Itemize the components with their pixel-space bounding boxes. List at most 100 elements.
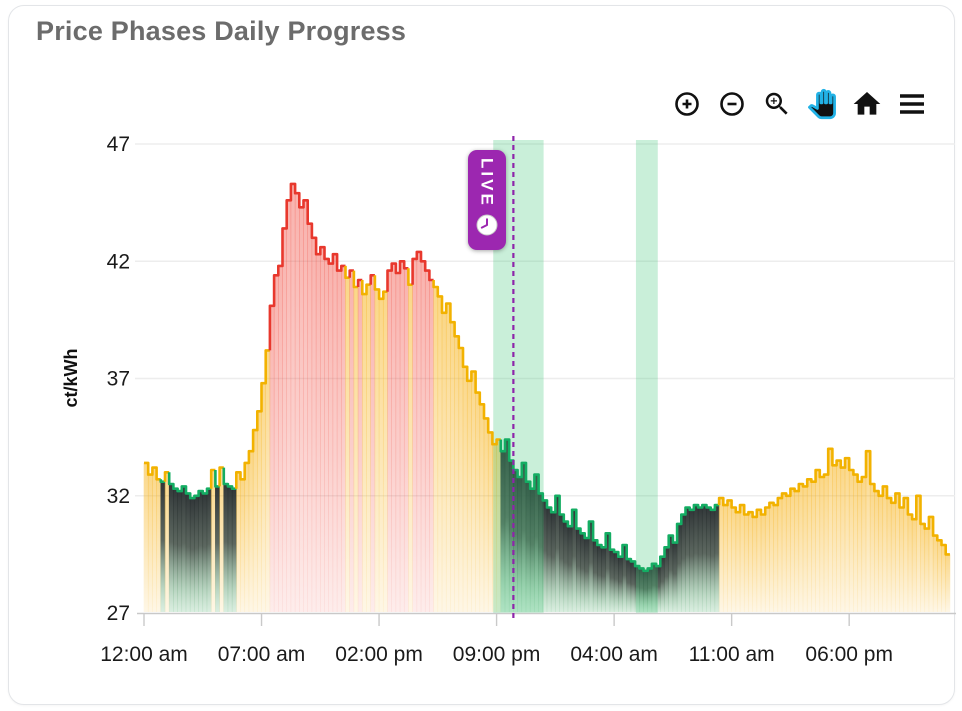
pan-button[interactable] — [804, 86, 840, 122]
y-tick-label: 32 — [107, 485, 130, 508]
x-tick-label: 12:00 am — [100, 643, 188, 666]
price-fill-column — [273, 275, 279, 612]
price-fill-column — [895, 493, 900, 612]
price-fill-column — [307, 223, 313, 613]
price-fill-column — [706, 507, 711, 612]
live-label: LIVE — [477, 158, 497, 208]
x-tick-label: 11:00 am — [689, 643, 775, 666]
price-fill-column — [299, 207, 304, 612]
price-fill-column — [416, 251, 422, 612]
price-fill-column — [219, 467, 225, 612]
chart-canvas[interactable]: 12:00 am 07:00 am 02:00 pm 09:00 pm 04:00 am… — [9, 6, 962, 711]
price-fill-column — [689, 509, 695, 612]
price-fill-column — [168, 484, 174, 612]
price-fill-column — [937, 540, 942, 612]
price-fill-column — [672, 542, 678, 612]
price-fill-column — [160, 481, 166, 612]
price-fill-column — [718, 498, 724, 612]
price-fill-column — [227, 486, 233, 612]
price-fill-column — [777, 498, 783, 612]
price-fill-column — [811, 481, 816, 612]
zoom-in-icon — [675, 92, 699, 116]
price-fill-column — [294, 193, 300, 612]
price-fill-column — [223, 484, 229, 612]
price-fill-column — [403, 268, 409, 612]
page-title: Price Phases Daily Progress — [36, 16, 407, 46]
price-fill-column — [878, 495, 884, 612]
y-tick-label: 47 — [107, 133, 130, 156]
price-fill-column — [756, 509, 762, 612]
price-fill-column — [194, 495, 199, 612]
price-fill-column — [517, 476, 523, 612]
price-fill-column — [366, 284, 371, 612]
low-price-line — [214, 470, 220, 488]
price-chart[interactable]: 12:00 am 07:00 am 02:00 pm 09:00 pm 04:00 am… — [9, 6, 962, 711]
price-fill-column — [450, 322, 455, 612]
low-price-line — [222, 467, 237, 490]
y-tick-label: 27 — [107, 602, 130, 625]
price-fill-column — [597, 544, 602, 612]
price-fill-column — [429, 280, 434, 612]
price-fill-column — [215, 486, 220, 612]
high-price-line — [356, 278, 363, 287]
price-fill-column — [479, 404, 485, 612]
price-fill-column — [492, 444, 497, 612]
home-button[interactable] — [849, 86, 885, 122]
normal-price-line — [432, 280, 501, 446]
price-fill-column — [340, 265, 346, 612]
price-fill-column — [257, 411, 262, 612]
price-fill-column — [865, 451, 871, 612]
clock-icon — [476, 214, 498, 236]
zoom-out-icon — [720, 92, 744, 116]
hand-icon — [808, 88, 836, 120]
price-fill-column — [651, 563, 657, 612]
price-fill-column — [643, 570, 648, 612]
price-fill-column — [609, 549, 615, 612]
price-fill-column — [848, 469, 854, 612]
price-fill-column — [907, 514, 913, 612]
price-fill-column — [798, 484, 804, 612]
price-fill-column — [231, 488, 237, 612]
price-fill-column — [815, 469, 821, 612]
price-fill-column — [328, 263, 334, 612]
price-fill-column — [945, 554, 951, 612]
price-fill-column — [252, 430, 258, 612]
zoom-out-button[interactable] — [714, 86, 750, 122]
price-fill-column — [886, 498, 892, 612]
price-fill-column — [639, 568, 644, 612]
price-fill-column — [613, 552, 619, 612]
price-fill-column — [412, 258, 418, 612]
live-badge: LIVE — [468, 150, 506, 250]
price-fill-column — [731, 507, 737, 612]
price-fill-column — [727, 500, 732, 612]
zoom-in-button[interactable] — [669, 86, 705, 122]
normal-price-line — [352, 270, 359, 289]
price-fill-column — [353, 287, 359, 612]
price-fill-column — [823, 474, 829, 612]
price-fill-column — [853, 474, 858, 612]
price-fill-column — [370, 275, 376, 612]
y-axis-title: ct/kWh — [61, 348, 81, 407]
price-fill-column — [244, 462, 250, 612]
box-zoom-button[interactable] — [759, 86, 795, 122]
normal-price-line — [361, 280, 371, 296]
price-fill-column — [525, 481, 531, 612]
price-fill-column — [198, 491, 204, 612]
price-fill-column — [164, 472, 170, 612]
price-fill-column — [265, 350, 271, 612]
x-tick-label: 02:00 pm — [335, 643, 423, 666]
price-fill-column — [584, 537, 590, 612]
price-fill-column — [794, 491, 800, 612]
menu-button[interactable] — [894, 86, 930, 122]
price-fill-column — [290, 183, 296, 613]
price-fill-column — [701, 505, 707, 612]
normal-price-line — [344, 265, 350, 279]
home-icon — [853, 92, 881, 115]
price-fill-column — [437, 296, 443, 612]
price-fill-column — [722, 505, 728, 612]
price-fill-column — [890, 502, 896, 612]
price-fill-column — [676, 523, 682, 612]
price-fill-column — [324, 258, 329, 612]
price-fill-column — [844, 458, 850, 612]
low-price-line — [499, 438, 720, 573]
